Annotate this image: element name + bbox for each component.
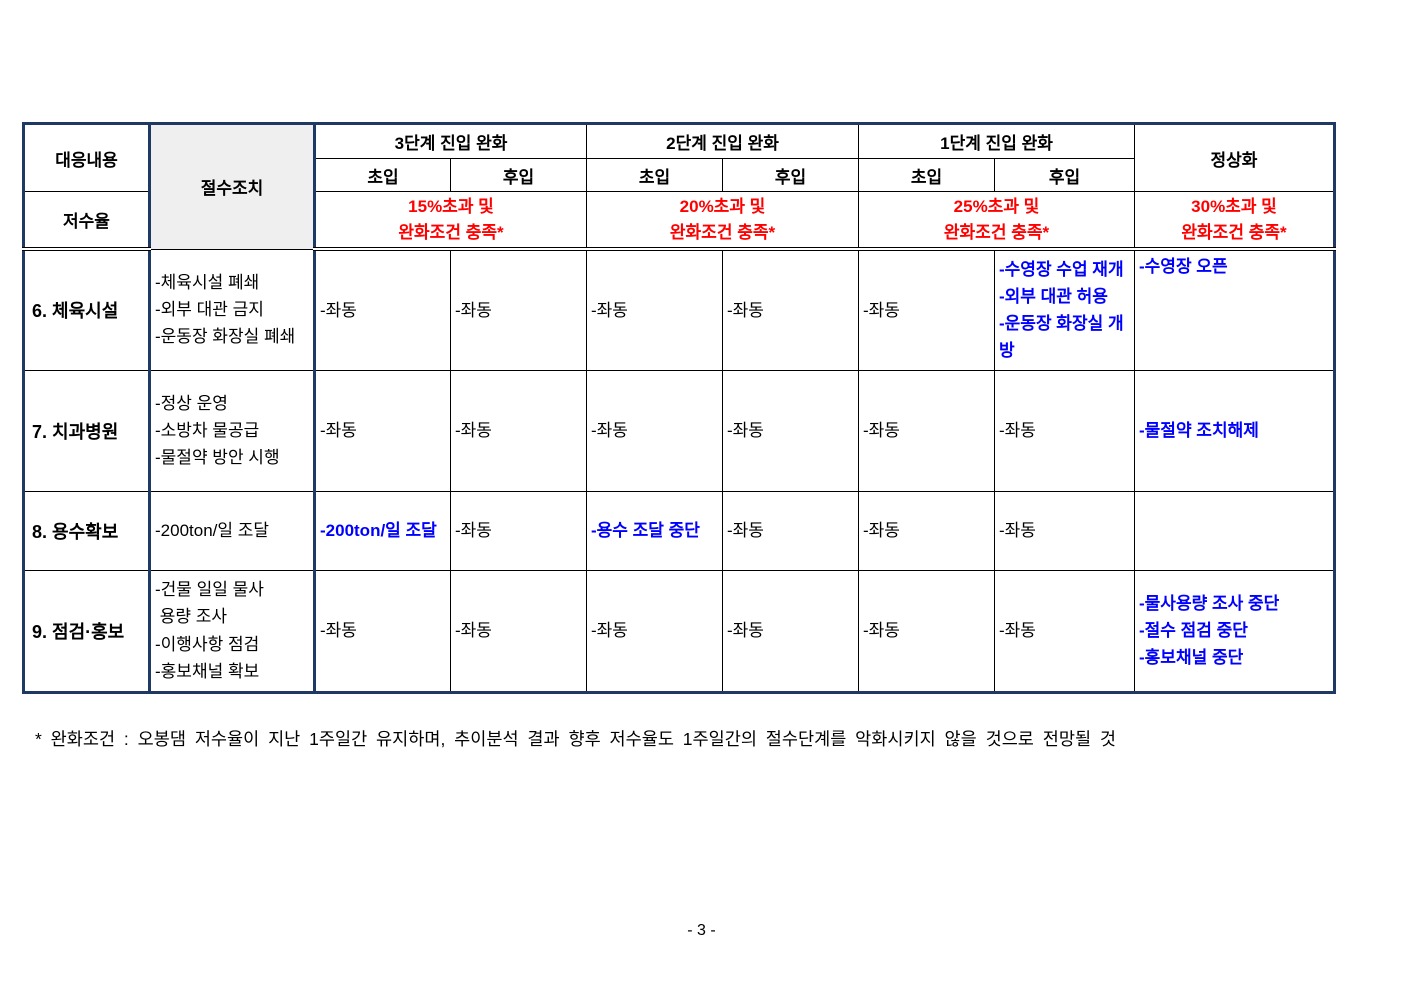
cell-sports-stage3-early: -좌동: [314, 248, 451, 371]
cell-dental-stage3-late: -좌동: [450, 369, 587, 492]
page-number: - 3 -: [687, 922, 716, 939]
stage1-condition: 25%초과 및 완화조건 충족*: [858, 191, 1135, 251]
measures-inspection-promotion: -건물 일일 물사 용량 조사 -이행사항 점검 -홍보채널 확보: [148, 569, 316, 693]
cell-water-normalization: [1134, 490, 1335, 571]
stage1-early-header: 초입: [858, 158, 995, 192]
cell-inspection-stage1-early: -좌동: [858, 569, 995, 693]
cell-sports-stage1-late: -수영장 수업 재개 -외부 대관 허용 -운동장 화장실 개방: [994, 248, 1135, 371]
stage3-condition: 15%초과 및 완화조건 충족*: [314, 191, 587, 251]
cell-sports-stage2-early: -좌동: [586, 248, 723, 371]
corner-header-reservoir-rate: 저수율: [23, 191, 150, 251]
cell-inspection-stage1-late: -좌동: [994, 569, 1135, 693]
cell-inspection-stage2-early: -좌동: [586, 569, 723, 693]
cell-inspection-stage3-late: -좌동: [450, 569, 587, 693]
row-label-dental-hospital: 7. 치과병원: [23, 369, 150, 492]
stage3-late-header: 후입: [450, 158, 587, 192]
measures-water-procurement: -200ton/일 조달: [148, 490, 316, 571]
measures-sports-facilities: -체육시설 폐쇄 -외부 대관 금지 -운동장 화장실 폐쇄: [148, 248, 316, 371]
cell-sports-stage2-late: -좌동: [722, 248, 859, 371]
cell-dental-stage1-early: -좌동: [858, 369, 995, 492]
cell-inspection-stage2-late: -좌동: [722, 569, 859, 693]
row-label-inspection-promotion: 9. 점검·홍보: [23, 569, 150, 693]
measures-column-header: 절수조치: [148, 123, 316, 250]
water-saving-relaxation-table: 대응내용 절수조치 3단계 진입 완화 2단계 진입 완화 1단계 진입 완화 …: [22, 122, 1336, 694]
cell-dental-normalization: -물절약 조치해제: [1134, 369, 1335, 492]
cell-water-stage1-early: -좌동: [858, 490, 995, 571]
cell-dental-stage2-early: -좌동: [586, 369, 723, 492]
cell-dental-stage2-late: -좌동: [722, 369, 859, 492]
row-label-sports-facilities: 6. 체육시설: [23, 248, 150, 371]
stage1-relax-header: 1단계 진입 완화: [858, 123, 1135, 159]
normalization-header: 정상화: [1134, 123, 1335, 192]
stage2-condition: 20%초과 및 완화조건 충족*: [586, 191, 859, 251]
normalization-condition: 30%초과 및 완화조건 충족*: [1134, 191, 1335, 251]
cell-sports-stage1-early: -좌동: [858, 248, 995, 371]
corner-header-response-content: 대응내용: [23, 123, 150, 192]
stage2-relax-header: 2단계 진입 완화: [586, 123, 859, 159]
stage2-late-header: 후입: [722, 158, 859, 192]
cell-dental-stage3-early: -좌동: [314, 369, 451, 492]
relaxation-condition-footnote: * 완화조건 : 오봉댐 저수율이 지난 1주일간 유지하며, 추이분석 결과 …: [35, 729, 1117, 749]
measures-dental-hospital: -정상 운영 -소방차 물공급 -물절약 방안 시행: [148, 369, 316, 492]
cell-water-stage3-early: -200ton/일 조달: [314, 490, 451, 571]
stage2-early-header: 초입: [586, 158, 723, 192]
cell-water-stage3-late: -좌동: [450, 490, 587, 571]
cell-water-stage1-late: -좌동: [994, 490, 1135, 571]
stage3-relax-header: 3단계 진입 완화: [314, 123, 587, 159]
cell-sports-stage3-late: -좌동: [450, 248, 587, 371]
cell-water-stage2-late: -좌동: [722, 490, 859, 571]
cell-dental-stage1-late: -좌동: [994, 369, 1135, 492]
stage1-late-header: 후입: [994, 158, 1135, 192]
cell-water-stage2-early: -용수 조달 중단: [586, 490, 723, 571]
row-label-water-procurement: 8. 용수확보: [23, 490, 150, 571]
cell-inspection-normalization: -물사용량 조사 중단 -절수 점검 중단 -홍보채널 중단: [1134, 569, 1335, 693]
stage3-early-header: 초입: [314, 158, 451, 192]
cell-inspection-stage3-early: -좌동: [314, 569, 451, 693]
cell-sports-normalization: -수영장 오픈: [1134, 248, 1335, 371]
